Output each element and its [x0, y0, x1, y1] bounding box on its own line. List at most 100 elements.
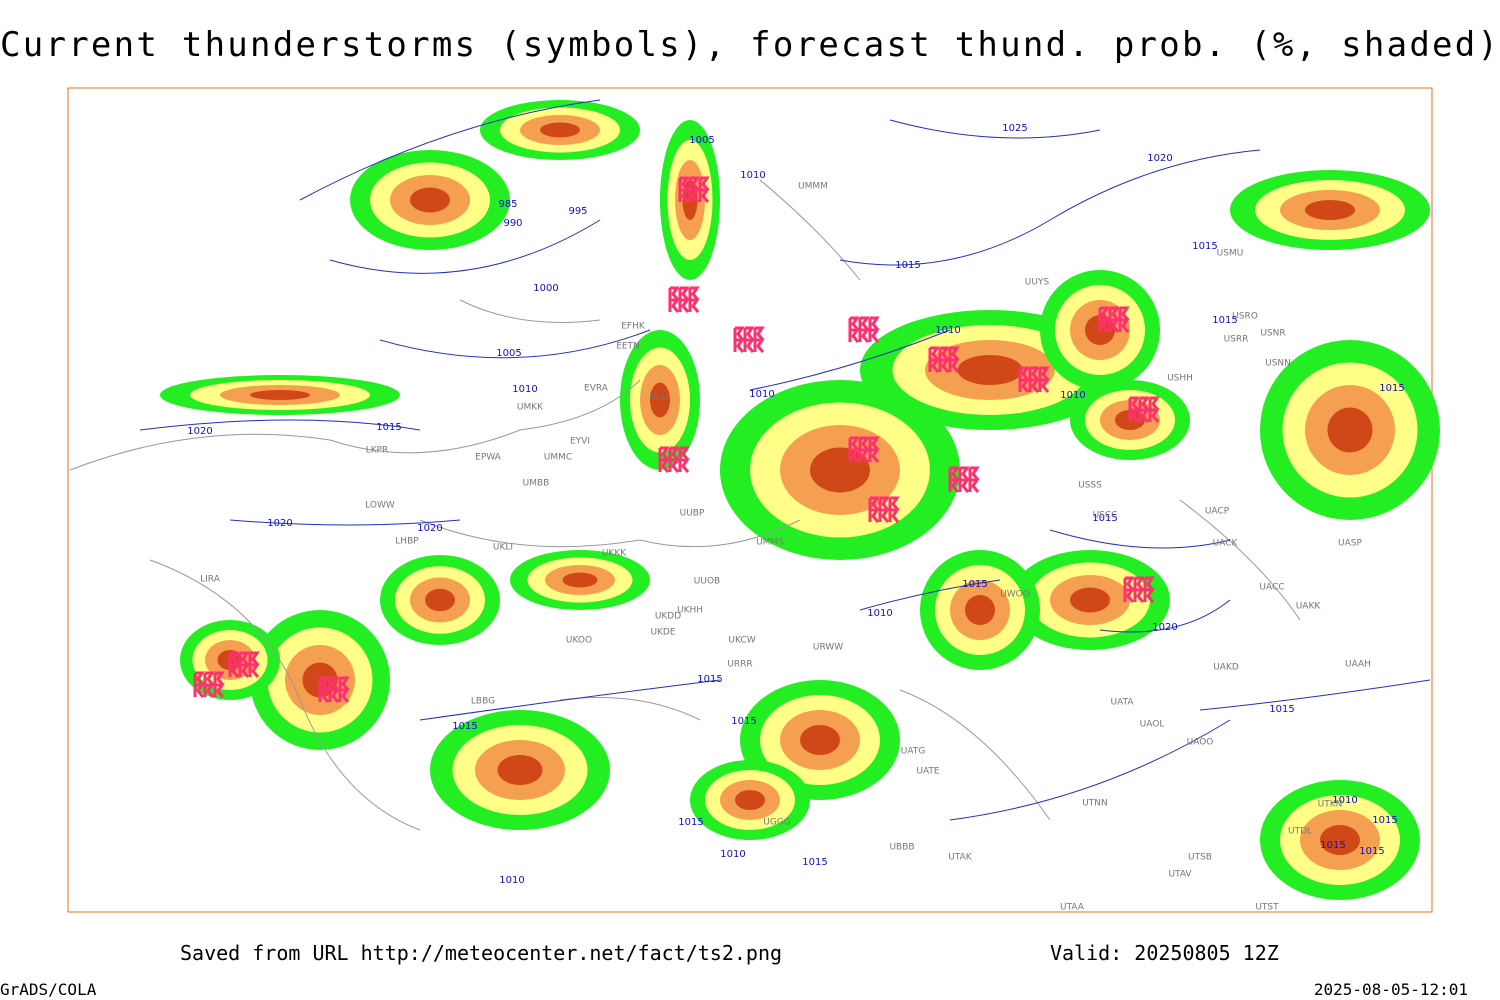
storm-symbol [688, 188, 700, 203]
station-labels: UUYS USMU USRO USRR USNR USNN USHH USSS USCC UACP… [200, 182, 1371, 913]
storm-symbol [203, 683, 215, 698]
isobar-label: 1020 [187, 426, 212, 437]
isobar-label: 1015 [962, 579, 987, 590]
station-label: UMBB [523, 479, 550, 489]
storm-symbol [753, 338, 765, 353]
storm-symbol [938, 346, 950, 361]
shade-area [410, 187, 450, 213]
station-label: UKOO [566, 636, 592, 646]
storm-symbol [1148, 408, 1160, 423]
station-label: UATG [901, 747, 926, 757]
borders [69, 179, 1301, 831]
timestamp: 2025-08-05-12:01 [1314, 980, 1468, 999]
storm-symbol [1098, 306, 1110, 321]
station-label: UAOO [1187, 738, 1214, 748]
shade-area [650, 382, 670, 418]
station-label: UTST [1255, 903, 1279, 913]
storm-symbol [248, 663, 260, 678]
storm-symbol [213, 683, 225, 698]
station-label: UTAK [948, 853, 973, 863]
station-label: USRR [1224, 335, 1249, 345]
station-label: ULLI [649, 393, 668, 403]
storm-symbol [888, 496, 900, 511]
station-label: UMMS [756, 538, 784, 548]
storm-symbol [888, 508, 900, 523]
storm-symbol [1038, 366, 1050, 381]
storm-symbol [318, 676, 330, 691]
storm-symbol [958, 478, 970, 493]
storm-symbol [928, 346, 940, 361]
station-label: UUBP [680, 509, 705, 519]
storm-symbol [1028, 366, 1040, 381]
isobar-label: 1010 [867, 608, 892, 619]
station-label: UTDL [1288, 827, 1312, 837]
station-label: UGGG [763, 818, 791, 828]
storm-symbol [1118, 318, 1130, 333]
isobar-label: 1015 [1212, 315, 1237, 326]
station-label: UKDE [650, 628, 675, 638]
storm-symbol [848, 448, 860, 463]
storm-symbol [193, 671, 205, 686]
storm-symbol [213, 671, 225, 686]
station-label: EYVI [570, 437, 590, 447]
shade-area [1070, 587, 1110, 613]
isobar-label: 1015 [452, 721, 477, 732]
station-label: UTAA [1060, 903, 1085, 913]
storm-symbol [968, 478, 980, 493]
station-label: UACP [1205, 507, 1230, 517]
station-label: UUYS [1025, 278, 1050, 288]
station-label: UWOO [1000, 590, 1030, 600]
storm-symbol [1138, 408, 1150, 423]
station-label: UTAV [1168, 870, 1192, 880]
storm-symbol [203, 671, 215, 686]
station-label: LOWW [365, 501, 395, 511]
isobar-label: 1010 [1060, 390, 1085, 401]
storm-symbol [658, 446, 670, 461]
storm-symbol [328, 676, 340, 691]
station-label: URRR [727, 660, 752, 670]
storm-symbol [743, 338, 755, 353]
storm-symbol [858, 436, 870, 451]
isobar-label: 1015 [1192, 241, 1217, 252]
shade-area [425, 588, 455, 612]
storm-symbol [878, 496, 890, 511]
storm-symbol [318, 688, 330, 703]
shade-area [957, 355, 1023, 385]
storm-symbol [858, 448, 870, 463]
station-label: USMU [1217, 249, 1244, 259]
storm-symbol [1133, 576, 1145, 591]
storm-symbol [948, 466, 960, 481]
title: Current thunderstorms (symbols), forecas… [0, 25, 1500, 65]
station-label: LKPR [366, 446, 389, 456]
isobar-label: 1020 [417, 523, 442, 534]
saved-url: Saved from URL http://meteocenter.net/fa… [180, 941, 782, 965]
storm-symbol [1018, 366, 1030, 381]
storm-symbol [668, 286, 680, 301]
station-label: UATE [916, 767, 940, 777]
station-label: USCC [1093, 511, 1118, 521]
storm-symbol [1128, 408, 1140, 423]
shade-area [735, 790, 765, 810]
station-label: UUOB [694, 577, 720, 587]
shade-area [562, 572, 598, 588]
storm-symbol [1138, 396, 1150, 411]
storm-symbol [1038, 378, 1050, 393]
storm-symbol [743, 326, 755, 341]
storm-symbol [698, 188, 710, 203]
isobar-label: 1020 [1147, 153, 1172, 164]
storm-symbol [878, 508, 890, 523]
storm-symbol [848, 436, 860, 451]
isobar-label: 1010 [740, 170, 765, 181]
isobars [139, 99, 1431, 821]
isobar-label: 1015 [1320, 840, 1345, 851]
storm-symbol [1123, 576, 1135, 591]
isobar-label: 1005 [689, 135, 714, 146]
isobar-label: 1015 [731, 716, 756, 727]
station-label: UASP [1338, 539, 1362, 549]
isobar-label: 1025 [1002, 123, 1027, 134]
isobar-label: 1015 [802, 857, 827, 868]
isobar-label: 1010 [1332, 795, 1357, 806]
storm-symbol [868, 436, 880, 451]
storm-symbol [1118, 306, 1130, 321]
